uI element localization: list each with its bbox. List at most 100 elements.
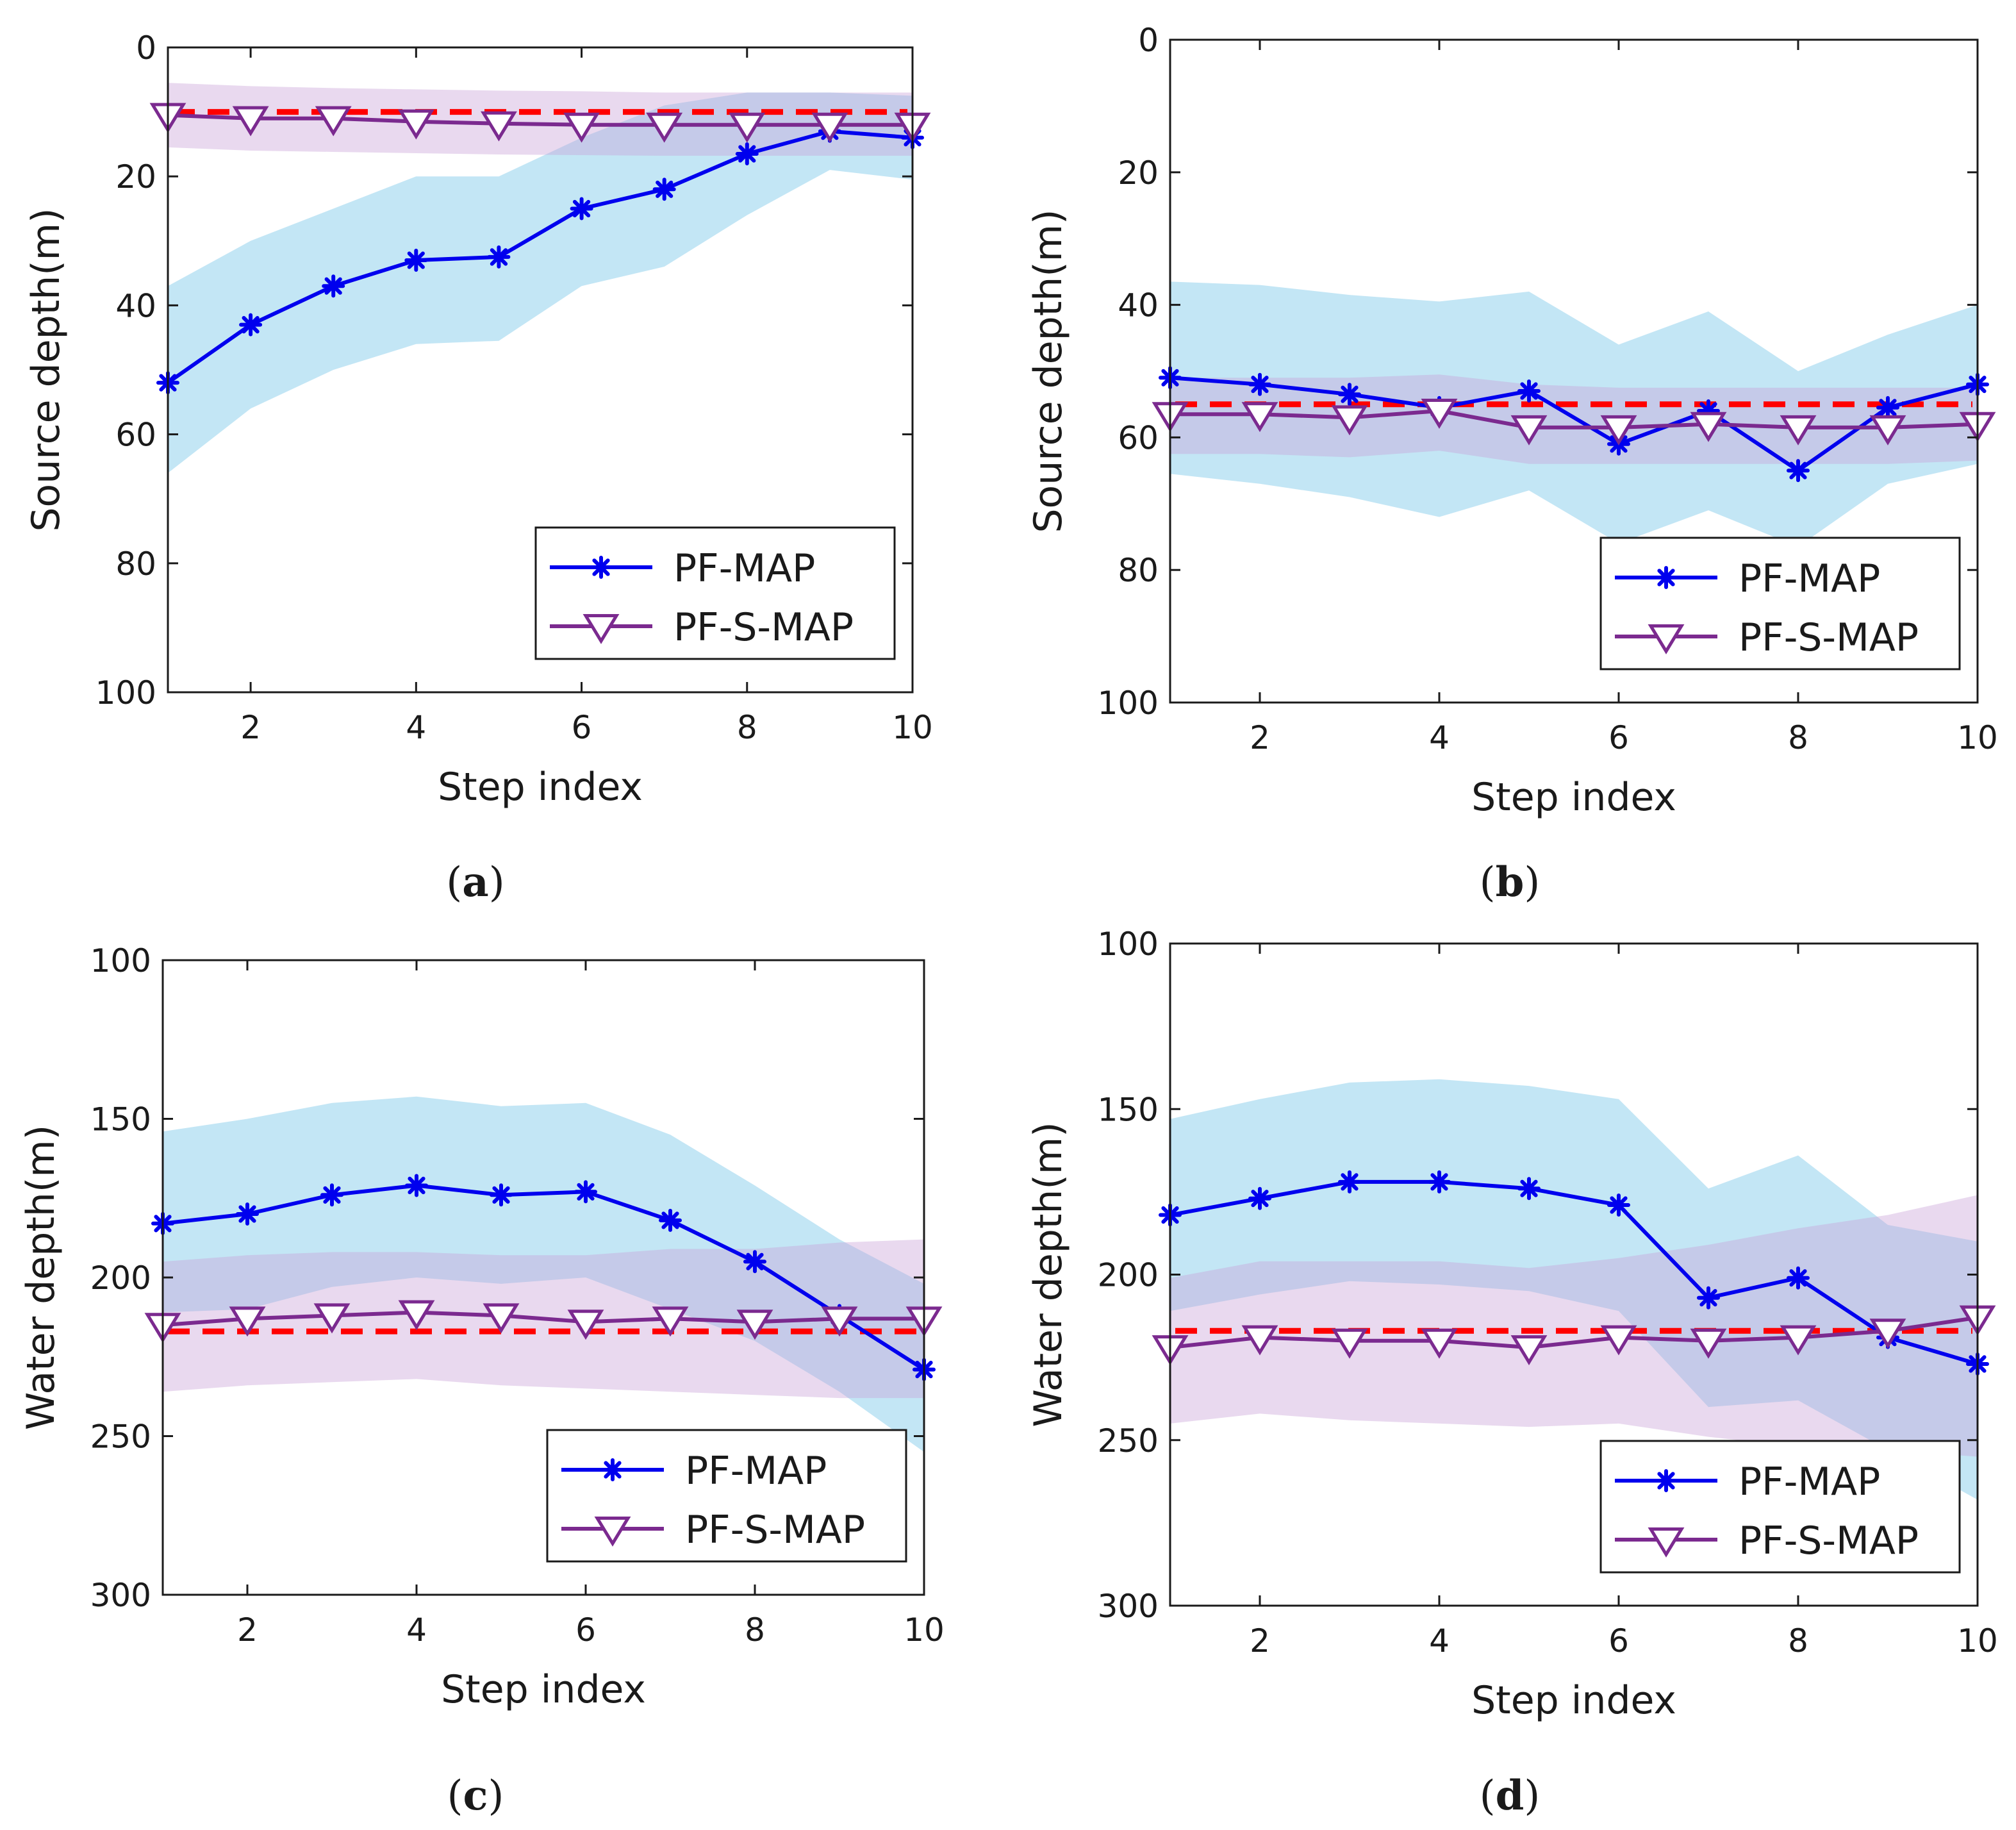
- caption-close-paren: ): [488, 1772, 504, 1820]
- data-point-pf-map-7: [1697, 399, 1720, 422]
- data-point-pf-s-map-5: [481, 111, 517, 142]
- x-tick-label: 10: [1957, 719, 1998, 756]
- y-tick-label: 100: [1098, 926, 1159, 963]
- legend-label-pf-map: PF-MAP: [685, 1449, 827, 1493]
- x-tick-label: 4: [406, 709, 426, 746]
- data-point-pf-map-2: [239, 313, 263, 337]
- legend-marker-pf-map: [1655, 1469, 1678, 1492]
- x-tick-label: 6: [572, 709, 592, 746]
- y-axis-label: Water depth(m): [19, 1125, 63, 1430]
- legend: PF-MAP PF-S-MAP: [534, 526, 896, 660]
- data-point-pf-map-3: [322, 274, 345, 298]
- data-point-pf-map-3: [320, 1183, 343, 1207]
- y-tick-label: 250: [90, 1418, 151, 1456]
- band-pf-s-map: [1170, 1195, 1978, 1457]
- data-point-pf-s-map-3: [1331, 1328, 1368, 1359]
- legend-label-pf-s-map: PF-S-MAP: [1739, 1518, 1919, 1563]
- band-pf-map: [163, 1096, 924, 1452]
- data-point-pf-map-2: [1248, 372, 1271, 396]
- x-tick-label: 4: [1429, 1622, 1450, 1659]
- legend-marker-pf-s-map: [1648, 1527, 1685, 1558]
- legend-marker-pf-map: [601, 1458, 624, 1481]
- legend-marker-pf-map: [1655, 566, 1678, 589]
- y-axis-label: Source depth(m): [24, 208, 69, 531]
- data-point-pf-s-map-8: [1780, 415, 1817, 445]
- series-line-pf-map: [1170, 376, 1978, 473]
- x-axis-label: Step index: [441, 1667, 646, 1712]
- legend-box: [546, 1429, 907, 1563]
- y-tick-label: 0: [136, 29, 156, 67]
- x-tick-label: 4: [1429, 719, 1450, 756]
- legend: PF-MAP PF-S-MAP: [546, 1429, 907, 1563]
- x-tick-label: 6: [1608, 719, 1629, 756]
- x-tick-label: 10: [892, 709, 933, 746]
- data-point-pf-s-map-2: [229, 1306, 266, 1337]
- data-point-pf-map-5: [490, 1183, 513, 1207]
- legend-label-pf-map: PF-MAP: [673, 546, 815, 591]
- y-tick-label: 60: [1118, 419, 1159, 456]
- data-point-pf-s-map-9: [1869, 415, 1906, 445]
- y-tick-label: 200: [1098, 1257, 1159, 1294]
- data-point-pf-s-map-7: [1690, 412, 1727, 442]
- caption-open-paren: (: [446, 859, 462, 906]
- y-tick-label: 300: [1098, 1588, 1159, 1625]
- legend-marker-pf-s-map: [1648, 624, 1685, 654]
- data-point-pf-s-map-3: [313, 1303, 351, 1334]
- x-tick-label: 2: [1250, 719, 1270, 756]
- data-point-pf-map-7: [1697, 1286, 1720, 1310]
- data-point-pf-map-2: [1248, 1186, 1271, 1210]
- legend-box: [1599, 1440, 1961, 1574]
- series-line-pf-map: [168, 129, 913, 385]
- data-point-pf-map-9: [1876, 395, 1899, 419]
- plot-area: [168, 83, 913, 473]
- legend: PF-MAP PF-S-MAP: [1599, 537, 1961, 670]
- y-tick-label: 20: [1118, 154, 1159, 192]
- chart-panel-c: 2 4 6 8 10 100 150 200 250 300 Step index Water dep…: [19, 942, 945, 1820]
- data-point-pf-s-map-6: [563, 112, 600, 143]
- x-tick-label: 8: [1788, 1622, 1808, 1659]
- data-point-pf-s-map-9: [821, 1306, 858, 1337]
- data-point-pf-map-5: [1517, 379, 1541, 403]
- y-tick-label: 20: [115, 158, 156, 195]
- data-point-pf-map-6: [574, 1180, 597, 1204]
- legend-box: [534, 526, 896, 660]
- legend-label-pf-map: PF-MAP: [1739, 1460, 1880, 1504]
- plot-area: [1170, 1079, 1978, 1500]
- data-point-pf-s-map-5: [1510, 415, 1548, 445]
- series-line-pf-s-map: [1170, 1315, 1978, 1350]
- caption-close-paren: ): [1524, 1772, 1540, 1820]
- data-point-pf-map-5: [487, 245, 511, 269]
- y-tick-label: 100: [95, 674, 156, 711]
- data-point-pf-map-6: [570, 197, 593, 220]
- y-tick-label: 80: [115, 545, 156, 583]
- y-tick-label: 100: [1098, 685, 1159, 722]
- x-tick-label: 8: [745, 1611, 765, 1649]
- chart-panel-d: 2 4 6 8 10 100 150 200 250 300 Step index Water dep…: [1026, 926, 1998, 1820]
- legend-marker-pf-map: [590, 556, 613, 579]
- data-point-pf-s-map-5: [1510, 1335, 1548, 1366]
- data-point-pf-s-map-3: [1331, 405, 1368, 436]
- y-tick-label: 0: [1138, 22, 1159, 59]
- data-point-pf-s-map-9: [811, 112, 848, 143]
- caption-close-paren: ): [489, 859, 505, 906]
- data-point-pf-s-map-5: [483, 1303, 520, 1334]
- x-axis-label: Step index: [1471, 1678, 1676, 1723]
- data-point-pf-map-6: [1607, 1194, 1630, 1217]
- x-tick-label: 8: [737, 709, 757, 746]
- panel-caption: (c): [447, 1772, 504, 1820]
- plot-area: [1170, 281, 1978, 547]
- legend-box: [1599, 537, 1961, 670]
- x-axis-label: Step index: [438, 765, 643, 810]
- caption-open-paren: (: [1480, 859, 1496, 906]
- data-point-pf-s-map-2: [1241, 402, 1278, 433]
- plot-area: [163, 1096, 924, 1452]
- series-line-pf-s-map: [163, 1310, 924, 1327]
- data-point-pf-map-8: [735, 142, 759, 165]
- data-point-pf-s-map-9: [1869, 1318, 1906, 1349]
- caption-open-paren: (: [1480, 1772, 1496, 1820]
- data-point-pf-map-8: [1787, 1266, 1810, 1290]
- y-tick-label: 150: [1098, 1091, 1159, 1128]
- y-tick-label: 300: [90, 1577, 151, 1614]
